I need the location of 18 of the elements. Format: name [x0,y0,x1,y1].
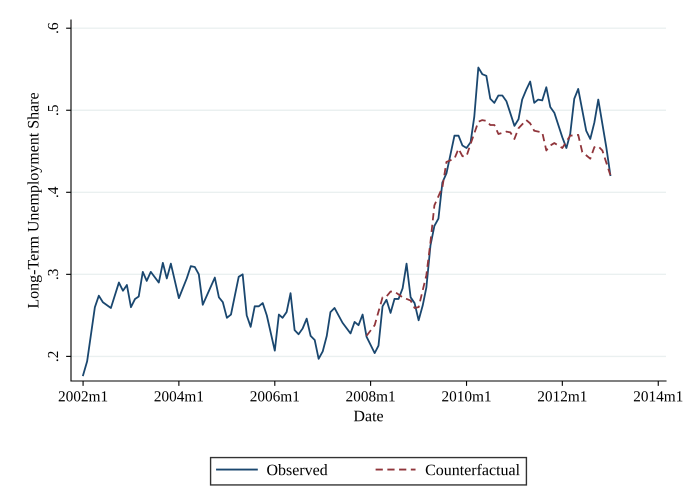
y-tick-label: .6 [48,22,58,33]
y-tick-label: .5 [48,105,58,115]
y-tick-label: .4 [48,186,58,198]
line-series [366,119,612,337]
x-tick-label: 2006m1 [250,391,299,402]
y-tick-label: .3 [48,269,58,280]
x-tick-label: 2002m1 [58,391,108,402]
x-tick-label: 2010m1 [442,391,491,402]
line-series [82,66,612,376]
x-axis-title: Date [354,410,384,422]
x-tick-label: 2004m1 [154,391,203,402]
x-tick-label: 2008m1 [346,391,395,402]
y-tick-label: .2 [48,352,58,362]
x-tick-label: 2012m1 [538,391,586,402]
y-axis-title: Long-Term Unemployment Share [27,92,42,308]
legend-label: Observed [267,464,328,476]
x-tick-label: 2014m1 [634,391,682,402]
legend-label: Counterfactual [426,464,520,476]
